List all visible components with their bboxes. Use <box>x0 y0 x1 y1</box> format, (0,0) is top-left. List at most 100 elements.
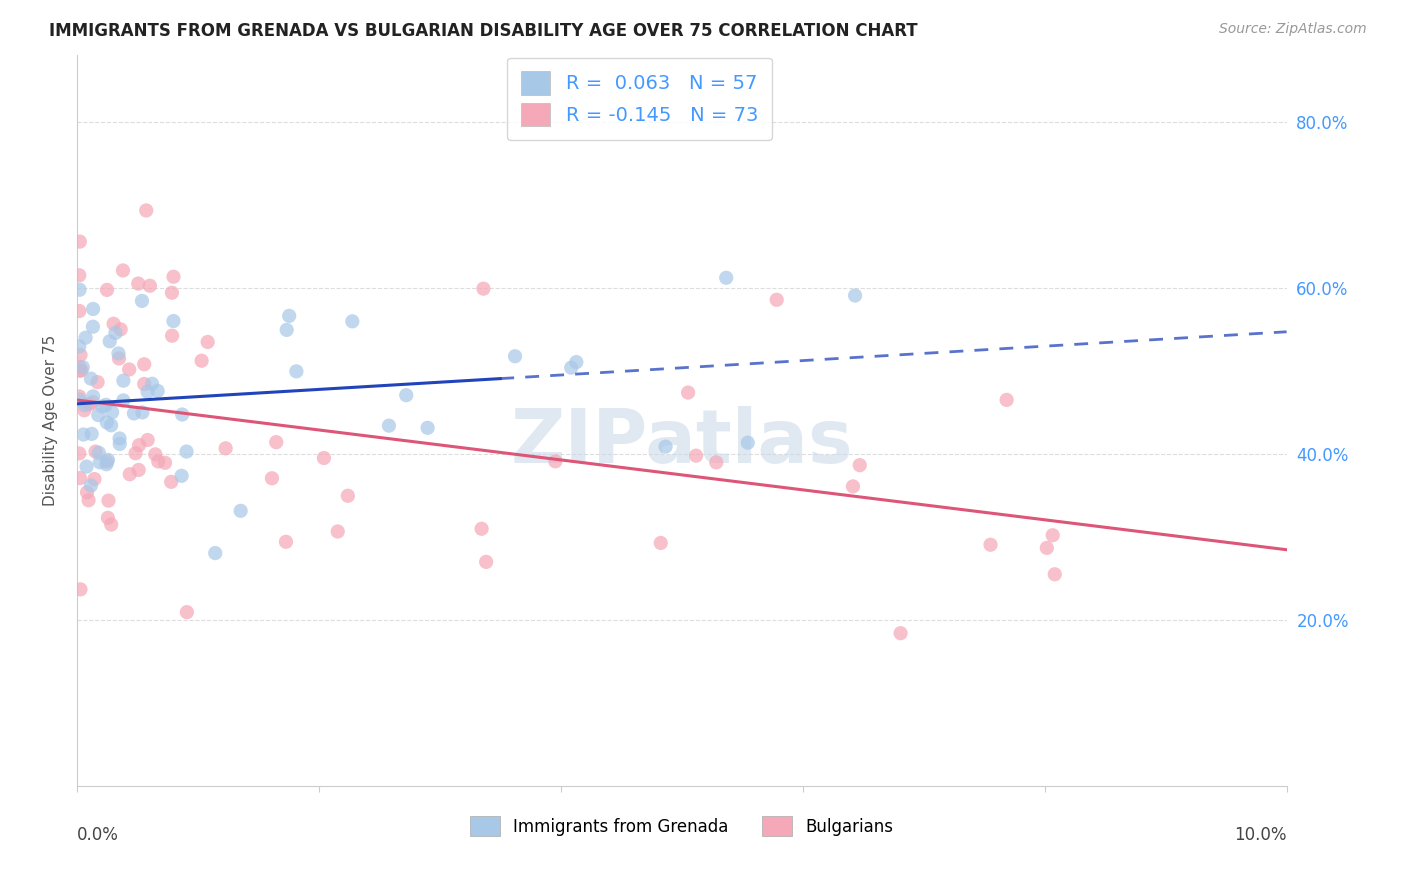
Point <box>96 455 118 469</box>
Point <box>75 331 97 345</box>
Point <box>503 349 526 363</box>
Point <box>264 435 287 450</box>
Point <box>160 328 183 343</box>
Point <box>76 485 98 500</box>
Point <box>214 442 236 456</box>
Point <box>87 408 110 422</box>
Point <box>765 293 787 307</box>
Point <box>139 278 162 293</box>
Point <box>67 446 90 460</box>
Point <box>69 348 91 362</box>
Point <box>141 376 163 391</box>
Point <box>67 268 90 283</box>
Point <box>72 360 94 375</box>
Point <box>104 326 127 340</box>
Text: Source: ZipAtlas.com: Source: ZipAtlas.com <box>1219 22 1367 37</box>
Point <box>278 309 301 323</box>
Point <box>472 282 495 296</box>
Point <box>176 444 198 458</box>
Point <box>416 421 439 435</box>
Point <box>676 385 699 400</box>
Point <box>229 504 252 518</box>
Point <box>112 374 135 388</box>
Point <box>103 317 125 331</box>
Point <box>148 454 170 468</box>
Point <box>83 472 105 486</box>
Point <box>204 546 226 560</box>
Point <box>844 288 866 302</box>
Point <box>69 471 91 485</box>
Point <box>96 416 118 430</box>
Point <box>82 319 104 334</box>
Point <box>67 359 90 374</box>
Point <box>98 334 121 349</box>
Point <box>86 375 108 389</box>
Point <box>82 301 104 316</box>
Point <box>134 357 156 371</box>
Point <box>67 389 90 403</box>
Point <box>82 395 104 409</box>
Point <box>69 235 91 249</box>
Point <box>704 455 727 469</box>
Point <box>108 351 131 366</box>
Point <box>1036 541 1059 555</box>
Point <box>176 605 198 619</box>
Point <box>134 376 156 391</box>
Point <box>127 277 149 291</box>
Point <box>980 538 1002 552</box>
Point <box>162 314 184 328</box>
Point <box>128 438 150 452</box>
Point <box>336 489 359 503</box>
Point <box>97 511 120 525</box>
Text: IMMIGRANTS FROM GRENADA VS BULGARIAN DISABILITY AGE OVER 75 CORRELATION CHART: IMMIGRANTS FROM GRENADA VS BULGARIAN DIS… <box>49 22 918 40</box>
Point <box>72 427 94 442</box>
Point <box>131 405 153 419</box>
Text: ZIPatlas: ZIPatlas <box>510 406 853 479</box>
Point <box>100 418 122 433</box>
Point <box>544 454 567 468</box>
Point <box>737 435 759 450</box>
Y-axis label: Disability Age Over 75: Disability Age Over 75 <box>44 334 58 506</box>
Point <box>70 363 93 377</box>
Point <box>67 304 90 318</box>
Point <box>73 403 96 417</box>
Point <box>274 534 297 549</box>
Point <box>118 467 141 482</box>
Point <box>395 388 418 402</box>
Point <box>100 517 122 532</box>
Point <box>848 458 870 473</box>
Point <box>471 522 494 536</box>
Point <box>111 263 134 277</box>
Point <box>122 406 145 420</box>
Point <box>995 392 1018 407</box>
Point <box>112 393 135 408</box>
Point <box>162 269 184 284</box>
Point <box>69 582 91 597</box>
Point <box>260 471 283 485</box>
Point <box>842 479 865 493</box>
Point <box>97 453 120 467</box>
Point <box>312 450 335 465</box>
Point <box>96 283 118 297</box>
Point <box>1043 567 1066 582</box>
Point <box>110 322 132 336</box>
Point <box>101 405 124 419</box>
Point <box>136 384 159 399</box>
Point <box>69 364 91 378</box>
Point <box>80 371 103 385</box>
Point <box>87 446 110 460</box>
Point <box>89 455 111 469</box>
Point <box>73 398 96 412</box>
Point <box>108 437 131 451</box>
Point <box>285 364 308 378</box>
Point <box>475 555 498 569</box>
Point <box>146 384 169 398</box>
Point <box>1042 528 1064 542</box>
Text: 0.0%: 0.0% <box>77 826 118 844</box>
Point <box>76 459 98 474</box>
Point <box>716 270 738 285</box>
Point <box>97 493 120 508</box>
Point <box>160 285 183 300</box>
Point <box>135 203 157 218</box>
Point <box>654 440 676 454</box>
